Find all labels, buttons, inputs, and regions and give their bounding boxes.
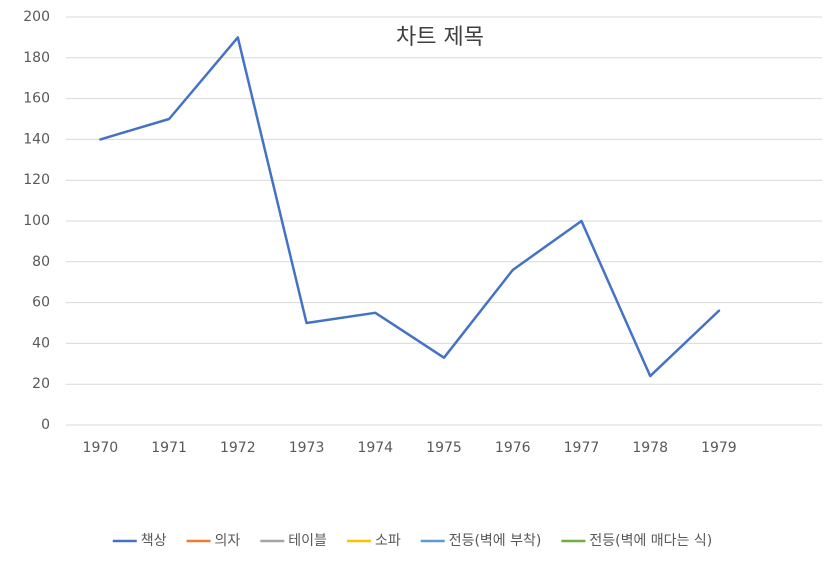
legend-label: 책상	[141, 533, 167, 549]
y-tick-label: 0	[41, 417, 50, 433]
legend-label: 소파	[375, 533, 401, 549]
legend-label: 전등(벽에 매다는 식)	[589, 533, 712, 549]
y-tick-label: 160	[23, 91, 50, 107]
y-tick-label: 120	[23, 172, 50, 188]
legend-label: 의자	[215, 533, 241, 549]
y-tick-label: 200	[23, 9, 50, 25]
x-tick-label: 1972	[220, 440, 256, 456]
y-tick-label: 140	[23, 131, 50, 147]
x-tick-label: 1970	[83, 440, 119, 456]
legend-label: 테이블	[288, 533, 327, 549]
x-tick-label: 1971	[151, 440, 187, 456]
x-tick-label: 1973	[289, 440, 325, 456]
x-tick-label: 1977	[564, 440, 600, 456]
x-tick-label: 1974	[357, 440, 393, 456]
legend-label: 전등(벽에 부착)	[449, 533, 542, 549]
y-tick-label: 40	[32, 335, 50, 351]
x-tick-label: 1978	[632, 440, 668, 456]
chart-title: 차트 제목	[396, 25, 484, 50]
y-tick-label: 80	[32, 254, 50, 270]
x-tick-label: 1979	[701, 440, 737, 456]
x-tick-label: 1975	[426, 440, 462, 456]
y-tick-label: 100	[23, 213, 50, 229]
y-tick-label: 180	[23, 50, 50, 66]
y-tick-label: 20	[32, 376, 50, 392]
data-line	[99, 36, 721, 378]
x-tick-label: 1976	[495, 440, 531, 456]
y-tick-label: 60	[32, 295, 50, 311]
